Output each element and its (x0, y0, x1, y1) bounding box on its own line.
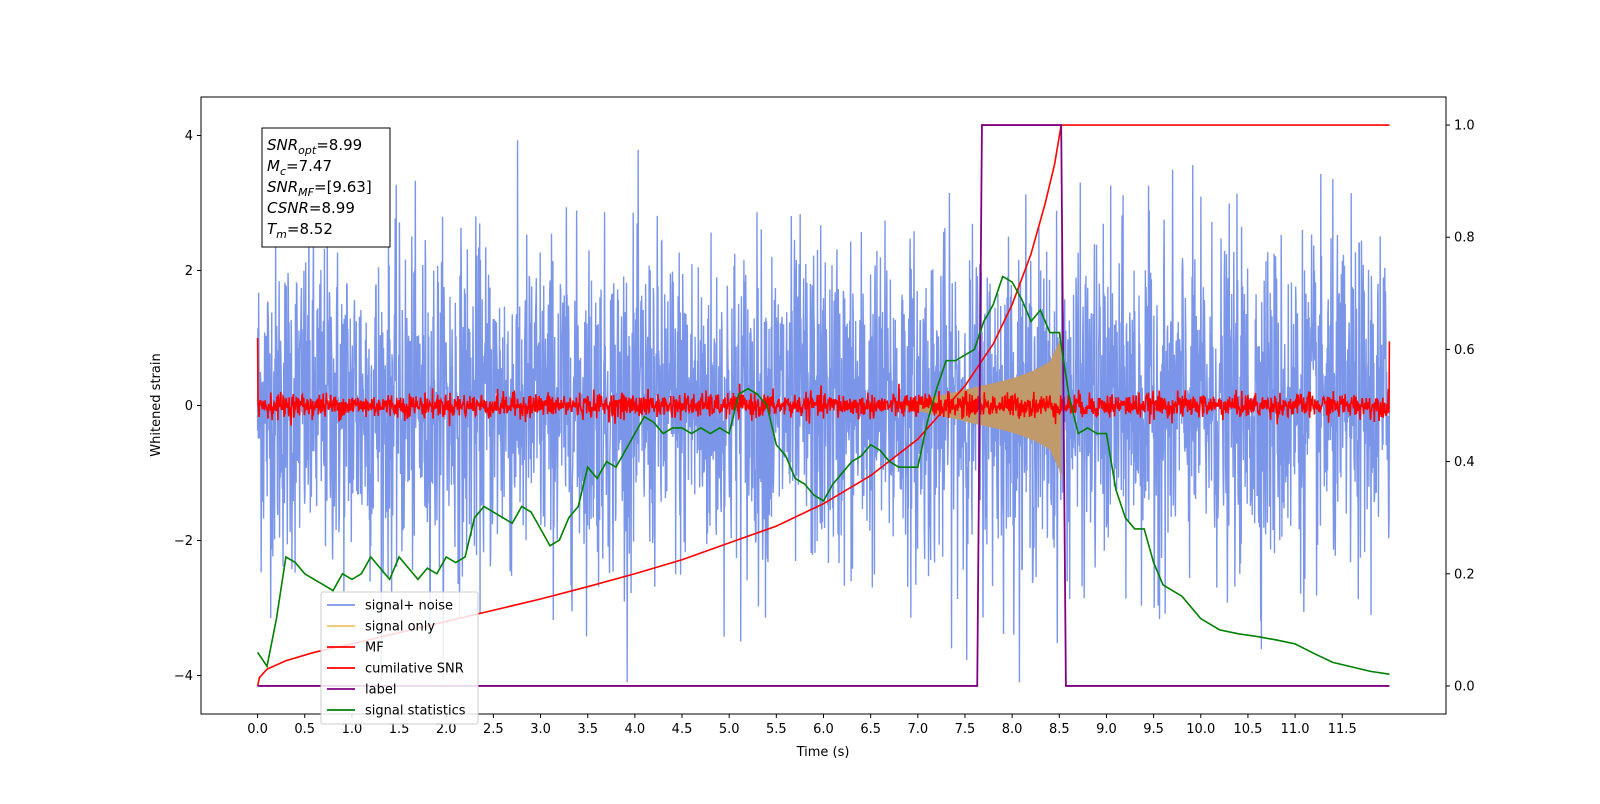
x-tick-label: 2.5 (483, 722, 504, 737)
label-line (257, 124, 1390, 687)
annotation-line: SNRopt=8.99 (267, 136, 362, 157)
annotation-frame (261, 127, 391, 248)
signal-plus-noise-line (256, 140, 1391, 683)
x-tick-label: 4.0 (625, 722, 646, 737)
legend-label: MF (365, 641, 384, 656)
legend-label: label (365, 683, 396, 698)
y-tick-label: −2 (174, 534, 193, 549)
signal-statistics-line (256, 275, 1390, 675)
y-tick-label: 4 (185, 129, 193, 144)
series-mf (256, 337, 1391, 427)
x-tick-label: 9.0 (1096, 722, 1117, 737)
series-signal-plus-noise (256, 140, 1391, 683)
annotation-line: Tm=8.52 (267, 220, 333, 241)
y-tick-label: 2 (185, 264, 193, 279)
y-tick-label: 0 (185, 399, 193, 414)
y-axis-label: Whitened strain (149, 353, 164, 456)
x-axis-ticks: 0.0 0.5 1.0 1.5 2.0 2.5 3.0 3.5 4.0 4.5 5.0 5.5 6.0 6… (247, 714, 1357, 737)
x-tick-label: 8.0 (1002, 722, 1023, 737)
x-tick-label: 6.0 (813, 722, 834, 737)
annotation-line: Mc=7.47 (267, 157, 332, 178)
annotation-line: CSNR=8.99 (267, 199, 355, 217)
mf-line (256, 337, 1391, 427)
x-axis-label: Time (s) (796, 745, 850, 760)
legend-label: signal statistics (365, 704, 466, 719)
x-tick-label: 4.5 (672, 722, 693, 737)
x-tick-label: 0.5 (294, 722, 315, 737)
y2-axis-ticks: 0.0 0.2 0.4 0.6 0.8 1.0 (1446, 119, 1475, 694)
y2-tick-label: 1.0 (1454, 119, 1475, 134)
y2-tick-label: 0.6 (1454, 343, 1475, 358)
x-tick-label: 3.0 (530, 722, 551, 737)
x-tick-label: 2.0 (436, 722, 457, 737)
x-tick-label: 11.5 (1328, 722, 1357, 737)
y-axis-ticks: −4 −2 0 2 4 (174, 129, 201, 684)
x-tick-label: 0.0 (247, 722, 268, 737)
x-tick-label: 3.5 (577, 722, 598, 737)
y2-tick-label: 0.4 (1454, 455, 1475, 470)
y2-tick-label: 0.8 (1454, 231, 1475, 246)
x-tick-label: 1.5 (389, 722, 410, 737)
y-tick-label: −4 (174, 669, 193, 684)
x-tick-label: 10.0 (1186, 722, 1215, 737)
x-tick-label: 10.5 (1233, 722, 1262, 737)
annotation-line: SNRMF=[9.63] (267, 178, 372, 199)
x-tick-label: 8.5 (1049, 722, 1070, 737)
x-tick-label: 7.0 (907, 722, 928, 737)
x-tick-label: 7.5 (955, 722, 976, 737)
x-tick-label: 1.0 (342, 722, 363, 737)
x-tick-label: 11.0 (1281, 722, 1310, 737)
legend-label: cumilative SNR (365, 662, 464, 677)
x-tick-label: 5.5 (766, 722, 787, 737)
legend-frame (320, 591, 479, 725)
x-tick-label: 9.5 (1143, 722, 1164, 737)
y2-tick-label: 0.2 (1454, 567, 1475, 582)
legend-label: signal only (365, 620, 435, 635)
legend: signal+ noise signal only MF cumilative SNR… (320, 591, 479, 725)
x-tick-label: 5.0 (719, 722, 740, 737)
x-tick-label: 6.5 (860, 722, 881, 737)
legend-label: signal+ noise (365, 599, 453, 614)
y2-tick-label: 0.0 (1454, 679, 1475, 694)
